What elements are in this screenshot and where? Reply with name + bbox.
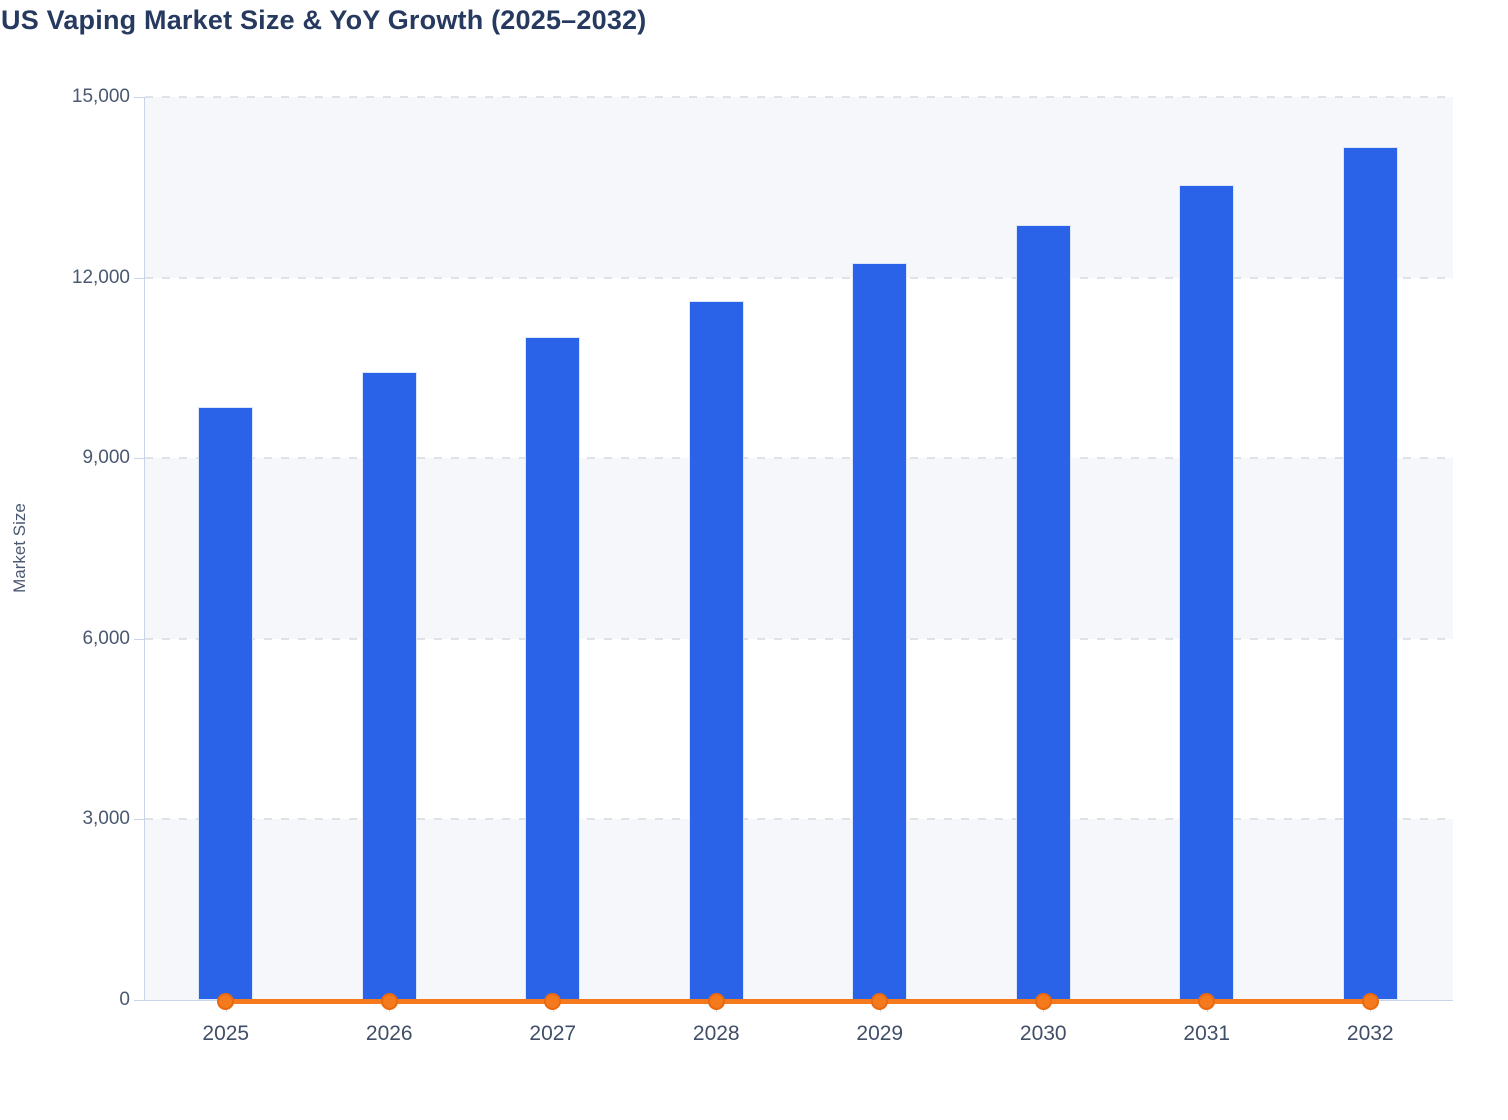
gridline xyxy=(145,637,1453,640)
bar-2032 xyxy=(1342,146,1398,1000)
bar-2025 xyxy=(198,407,254,1000)
x-axis-label-2026: 2026 xyxy=(365,1022,413,1045)
x-axis-label-2032: 2032 xyxy=(1346,1022,1394,1045)
bar-2031 xyxy=(1179,184,1235,1000)
gridline xyxy=(145,818,1453,821)
plot-band xyxy=(145,97,1453,278)
y-axis-tick-mark xyxy=(134,97,144,98)
x-axis-label-2025: 2025 xyxy=(202,1022,250,1045)
plot-band xyxy=(145,819,1453,1000)
plot-band xyxy=(145,278,1453,459)
yoy-growth-marker-2027 xyxy=(544,992,562,1010)
yoy-growth-line xyxy=(225,998,1371,1004)
x-axis-label-2027: 2027 xyxy=(529,1022,577,1045)
yoy-growth-marker-2029 xyxy=(871,992,889,1010)
y-axis-tick-mark xyxy=(134,819,144,821)
x-axis-label-2029: 2029 xyxy=(856,1022,904,1045)
gridline xyxy=(145,457,1453,460)
x-axis-label-2030: 2030 xyxy=(1019,1022,1067,1045)
bar-2030 xyxy=(1015,225,1071,1000)
y-axis-tick-label: 0 xyxy=(119,989,130,1010)
yoy-growth-marker-2031 xyxy=(1198,992,1216,1010)
y-axis-tick-label: 9,000 xyxy=(82,447,130,469)
bar-2028 xyxy=(688,301,744,1000)
yoy-growth-marker-2028 xyxy=(707,992,725,1010)
yoy-growth-marker-2025 xyxy=(217,992,235,1010)
plot-area xyxy=(144,96,1453,1001)
bar-2027 xyxy=(525,337,581,1000)
yoy-growth-marker-2030 xyxy=(1034,992,1052,1010)
gridline xyxy=(145,96,1453,98)
yoy-growth-marker-2032 xyxy=(1361,992,1379,1010)
y-axis-tick-label: 15,000 xyxy=(71,86,130,107)
y-axis-tick-mark xyxy=(134,458,144,460)
plot-band xyxy=(145,458,1453,639)
y-axis-tick-label: 12,000 xyxy=(71,266,130,288)
x-axis-label-2031: 2031 xyxy=(1183,1022,1231,1045)
y-axis-tick-mark xyxy=(134,277,144,279)
bar-2029 xyxy=(852,263,908,1000)
y-axis-title: Market Size xyxy=(10,503,29,593)
y-axis-tick-mark xyxy=(134,1000,144,1001)
y-axis-tick-label: 3,000 xyxy=(82,808,130,830)
plot-band xyxy=(145,639,1453,820)
x-axis-label-2028: 2028 xyxy=(692,1022,740,1045)
y-axis-tick-mark xyxy=(134,638,144,640)
bar-2026 xyxy=(361,372,417,1000)
y-axis-tick-label: 6,000 xyxy=(82,627,130,649)
yoy-growth-marker-2026 xyxy=(380,992,398,1010)
chart-title: US Vaping Market Size & YoY Growth (2025… xyxy=(1,5,647,35)
gridline xyxy=(145,276,1453,279)
